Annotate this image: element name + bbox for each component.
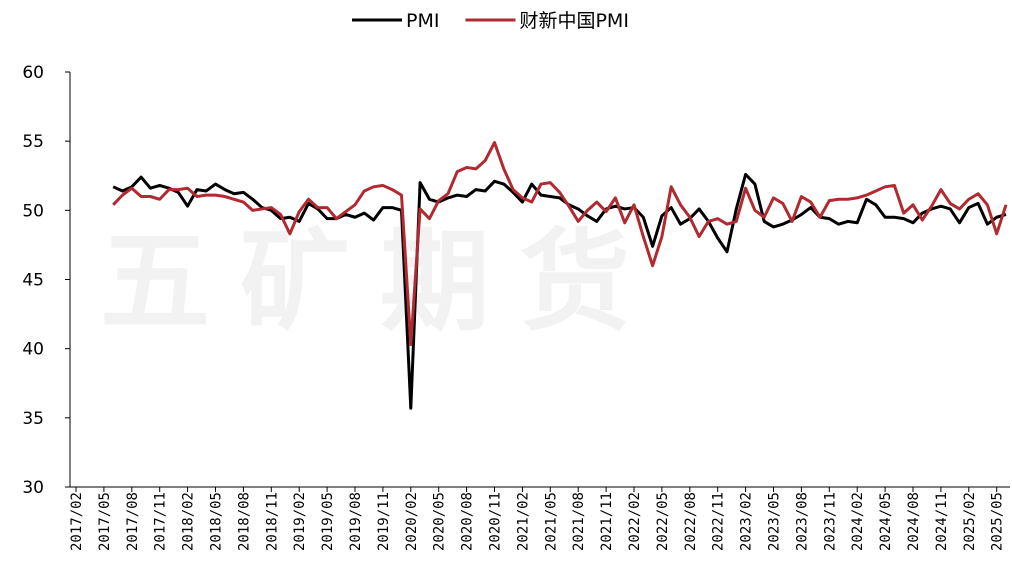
x-tick-label: 2023/02 xyxy=(739,492,755,551)
x-tick-label: 2019/11 xyxy=(376,492,392,551)
x-tick-label: 2021/11 xyxy=(599,492,615,551)
x-tick-label: 2022/08 xyxy=(683,492,699,551)
y-tick-label: 40 xyxy=(22,340,44,360)
x-tick-label: 2024/02 xyxy=(850,492,866,551)
x-tick-label: 2018/05 xyxy=(209,492,225,551)
x-tick-label: 2019/05 xyxy=(320,492,336,551)
x-tick-label: 2019/02 xyxy=(292,492,308,551)
legend-label: 财新中国PMI xyxy=(519,10,628,32)
x-tick-label: 2020/05 xyxy=(432,492,448,551)
x-tick-label: 2024/08 xyxy=(906,492,922,551)
x-tick-label: 2023/05 xyxy=(767,492,783,551)
watermark: 五矿期货 xyxy=(100,218,660,346)
series-line xyxy=(112,141,1008,347)
y-tick-label: 55 xyxy=(22,132,44,152)
legend-label: PMI xyxy=(406,10,439,32)
y-tick-label: 50 xyxy=(22,201,44,221)
x-tick-label: 2018/08 xyxy=(236,492,252,551)
x-tick-label: 2023/11 xyxy=(822,492,838,551)
x-tick-label: 2018/11 xyxy=(264,492,280,551)
y-tick-label: 30 xyxy=(22,478,44,498)
x-tick-label: 2025/05 xyxy=(990,492,1006,551)
x-tick-label: 2019/08 xyxy=(348,492,364,551)
x-tick-label: 2017/05 xyxy=(97,492,113,551)
y-tick-label: 35 xyxy=(22,409,44,429)
x-tick-label: 2020/08 xyxy=(460,492,476,551)
x-tick-label: 2024/11 xyxy=(934,492,950,551)
x-tick-label: 2017/02 xyxy=(69,492,85,551)
x-tick-label: 2022/05 xyxy=(655,492,671,551)
x-tick-label: 2022/02 xyxy=(627,492,643,551)
x-tick-label: 2017/11 xyxy=(153,492,169,551)
x-tick-label: 2021/08 xyxy=(571,492,587,551)
x-tick-label: 2025/02 xyxy=(962,492,978,551)
y-tick-label: 60 xyxy=(22,63,44,83)
x-tick-label: 2017/08 xyxy=(125,492,141,551)
x-tick-label: 2018/02 xyxy=(181,492,197,551)
x-tick-label: 2020/11 xyxy=(488,492,504,551)
x-tick-label: 2024/05 xyxy=(878,492,894,551)
x-tick-label: 2021/02 xyxy=(515,492,531,551)
x-tick-label: 2023/08 xyxy=(794,492,810,551)
x-tick-label: 2020/02 xyxy=(404,492,420,551)
y-tick-label: 45 xyxy=(22,271,44,291)
x-tick-label: 2022/11 xyxy=(711,492,727,551)
x-tick-label: 2021/05 xyxy=(543,492,559,551)
